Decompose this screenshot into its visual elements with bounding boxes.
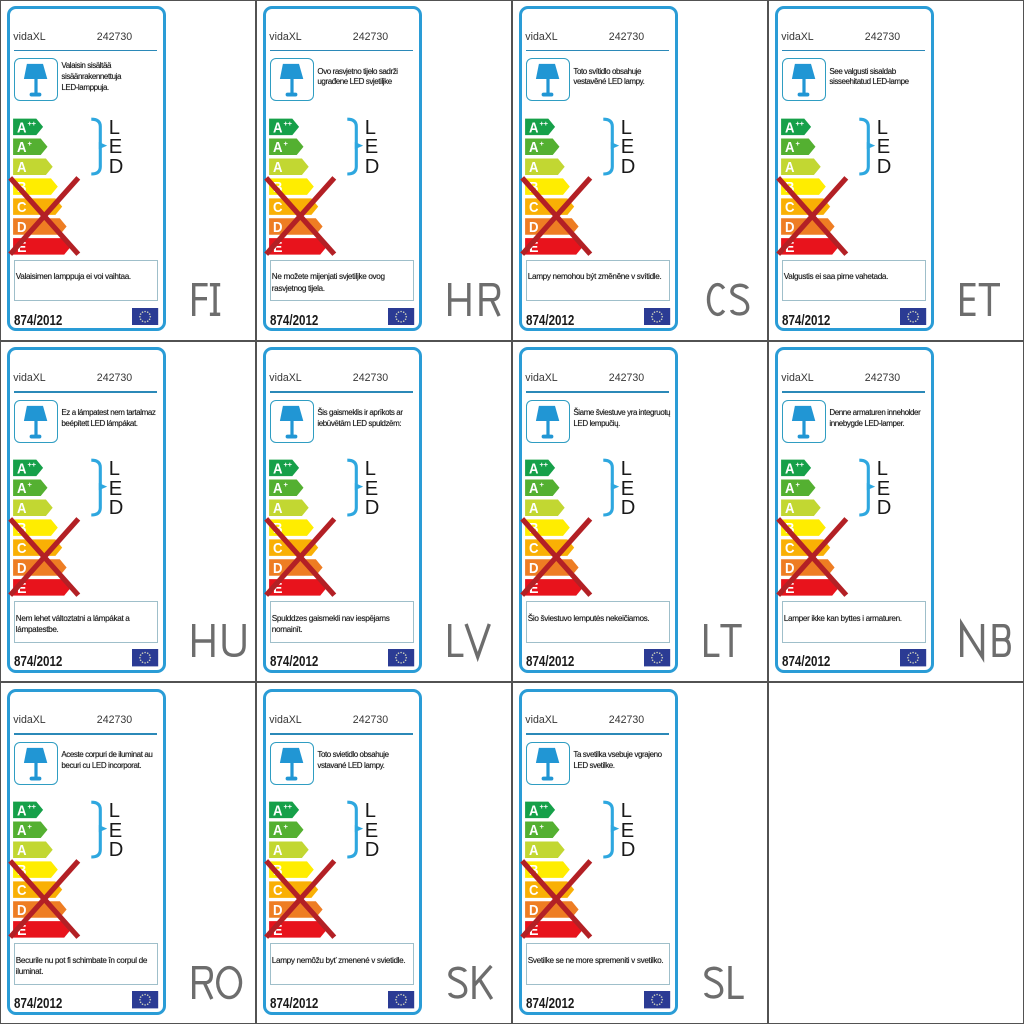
svg-text:A: A [529, 119, 539, 136]
svg-text:+: + [284, 823, 289, 832]
svg-text:+: + [28, 481, 33, 490]
svg-text:E: E [17, 580, 27, 597]
svg-text:+: + [28, 139, 33, 148]
svg-text:A: A [17, 481, 27, 498]
svg-text:+: + [540, 139, 545, 148]
svg-text:++: ++ [796, 461, 805, 470]
svg-text:A: A [17, 461, 27, 478]
svg-text:A: A [273, 481, 283, 498]
svg-text:++: ++ [28, 461, 37, 470]
svg-text:A: A [529, 501, 539, 518]
svg-text:D: D [273, 560, 283, 577]
svg-text:E: E [273, 580, 283, 597]
svg-text:A: A [785, 139, 795, 156]
svg-text:D: D [785, 560, 795, 577]
svg-text:A: A [529, 823, 539, 840]
svg-text:A: A [273, 501, 283, 518]
svg-text:E: E [17, 239, 27, 256]
svg-text:A: A [273, 139, 283, 156]
svg-text:C: C [17, 199, 27, 216]
svg-text:E: E [273, 922, 283, 939]
svg-text:E: E [785, 580, 795, 597]
svg-text:A: A [17, 823, 27, 840]
svg-text:A: A [17, 159, 27, 176]
svg-text:A: A [17, 139, 27, 156]
svg-text:E: E [529, 580, 539, 597]
svg-text:++: ++ [796, 119, 805, 128]
svg-text:E: E [529, 922, 539, 939]
svg-text:E: E [529, 239, 539, 256]
svg-text:E: E [273, 239, 283, 256]
svg-text:D: D [17, 219, 27, 236]
svg-text:C: C [529, 882, 539, 899]
svg-text:C: C [273, 540, 283, 557]
svg-text:A: A [529, 159, 539, 176]
svg-text:A: A [785, 481, 795, 498]
svg-text:D: D [529, 560, 539, 577]
svg-text:C: C [17, 540, 27, 557]
svg-text:C: C [529, 199, 539, 216]
svg-text:E: E [785, 239, 795, 256]
svg-text:D: D [785, 219, 795, 236]
svg-text:A: A [529, 803, 539, 820]
svg-text:A: A [17, 119, 27, 136]
svg-text:C: C [785, 199, 795, 216]
svg-text:A: A [529, 843, 539, 860]
svg-text:C: C [273, 199, 283, 216]
svg-text:+: + [796, 139, 801, 148]
svg-text:A: A [17, 843, 27, 860]
svg-text:+: + [284, 139, 289, 148]
svg-text:A: A [273, 843, 283, 860]
svg-text:A: A [785, 461, 795, 478]
svg-text:C: C [273, 882, 283, 899]
svg-text:D: D [529, 902, 539, 919]
svg-text:A: A [529, 139, 539, 156]
svg-text:+: + [28, 823, 33, 832]
svg-text:A: A [17, 803, 27, 820]
svg-text:D: D [529, 219, 539, 236]
svg-text:C: C [785, 540, 795, 557]
svg-text:D: D [273, 902, 283, 919]
svg-text:D: D [273, 219, 283, 236]
svg-text:++: ++ [28, 119, 37, 128]
svg-text:++: ++ [284, 119, 293, 128]
svg-text:A: A [785, 119, 795, 136]
svg-text:A: A [273, 823, 283, 840]
svg-text:C: C [529, 540, 539, 557]
svg-text:++: ++ [284, 803, 293, 812]
svg-text:++: ++ [284, 461, 293, 470]
svg-text:A: A [529, 461, 539, 478]
svg-text:D: D [17, 560, 27, 577]
svg-text:+: + [540, 481, 545, 490]
svg-text:A: A [17, 501, 27, 518]
svg-text:++: ++ [540, 803, 549, 812]
svg-text:+: + [796, 481, 801, 490]
svg-text:++: ++ [28, 803, 37, 812]
svg-text:D: D [17, 902, 27, 919]
svg-text:A: A [273, 803, 283, 820]
svg-text:A: A [273, 119, 283, 136]
svg-text:+: + [540, 823, 545, 832]
svg-text:A: A [785, 501, 795, 518]
svg-text:+: + [284, 481, 289, 490]
svg-text:A: A [273, 461, 283, 478]
svg-text:++: ++ [540, 119, 549, 128]
svg-text:++: ++ [540, 461, 549, 470]
svg-text:A: A [785, 159, 795, 176]
svg-text:A: A [273, 159, 283, 176]
svg-text:E: E [17, 922, 27, 939]
svg-text:A: A [529, 481, 539, 498]
svg-text:C: C [17, 882, 27, 899]
